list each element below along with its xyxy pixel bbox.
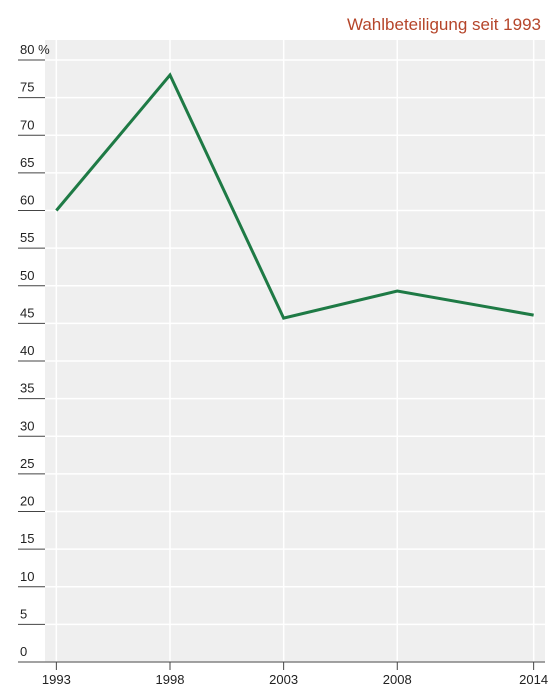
y-tick-label: 65 [20,155,34,170]
y-tick-label: 55 [20,230,34,245]
x-tick-label: 1993 [42,672,71,687]
data-line [55,72,534,320]
y-tick-label: 80 % [20,42,50,57]
x-tick-label: 2003 [269,672,298,687]
y-tick-label: 25 [20,456,34,471]
y-tick-label: 60 [20,193,34,208]
y-tick-label: 15 [20,531,34,546]
y-tick-label: 40 [20,343,34,358]
y-tick-label: 45 [20,305,34,320]
y-tick-label: 30 [20,418,34,433]
x-tick-label: 1998 [156,672,185,687]
y-tick-label: 20 [20,494,34,509]
y-tick-label: 0 [20,644,27,659]
x-tick-label: 2008 [383,672,412,687]
y-tick-label: 75 [20,80,34,95]
chart-title: Wahlbeteiligung seit 1993 [347,15,541,34]
plot-background [45,40,545,662]
y-tick-label: 50 [20,268,34,283]
y-tick-label: 70 [20,117,34,132]
y-tick-label: 10 [20,569,34,584]
x-tick-label: 2014 [519,672,548,687]
y-tick-label: 5 [20,606,27,621]
y-tick-label: 35 [20,381,34,396]
